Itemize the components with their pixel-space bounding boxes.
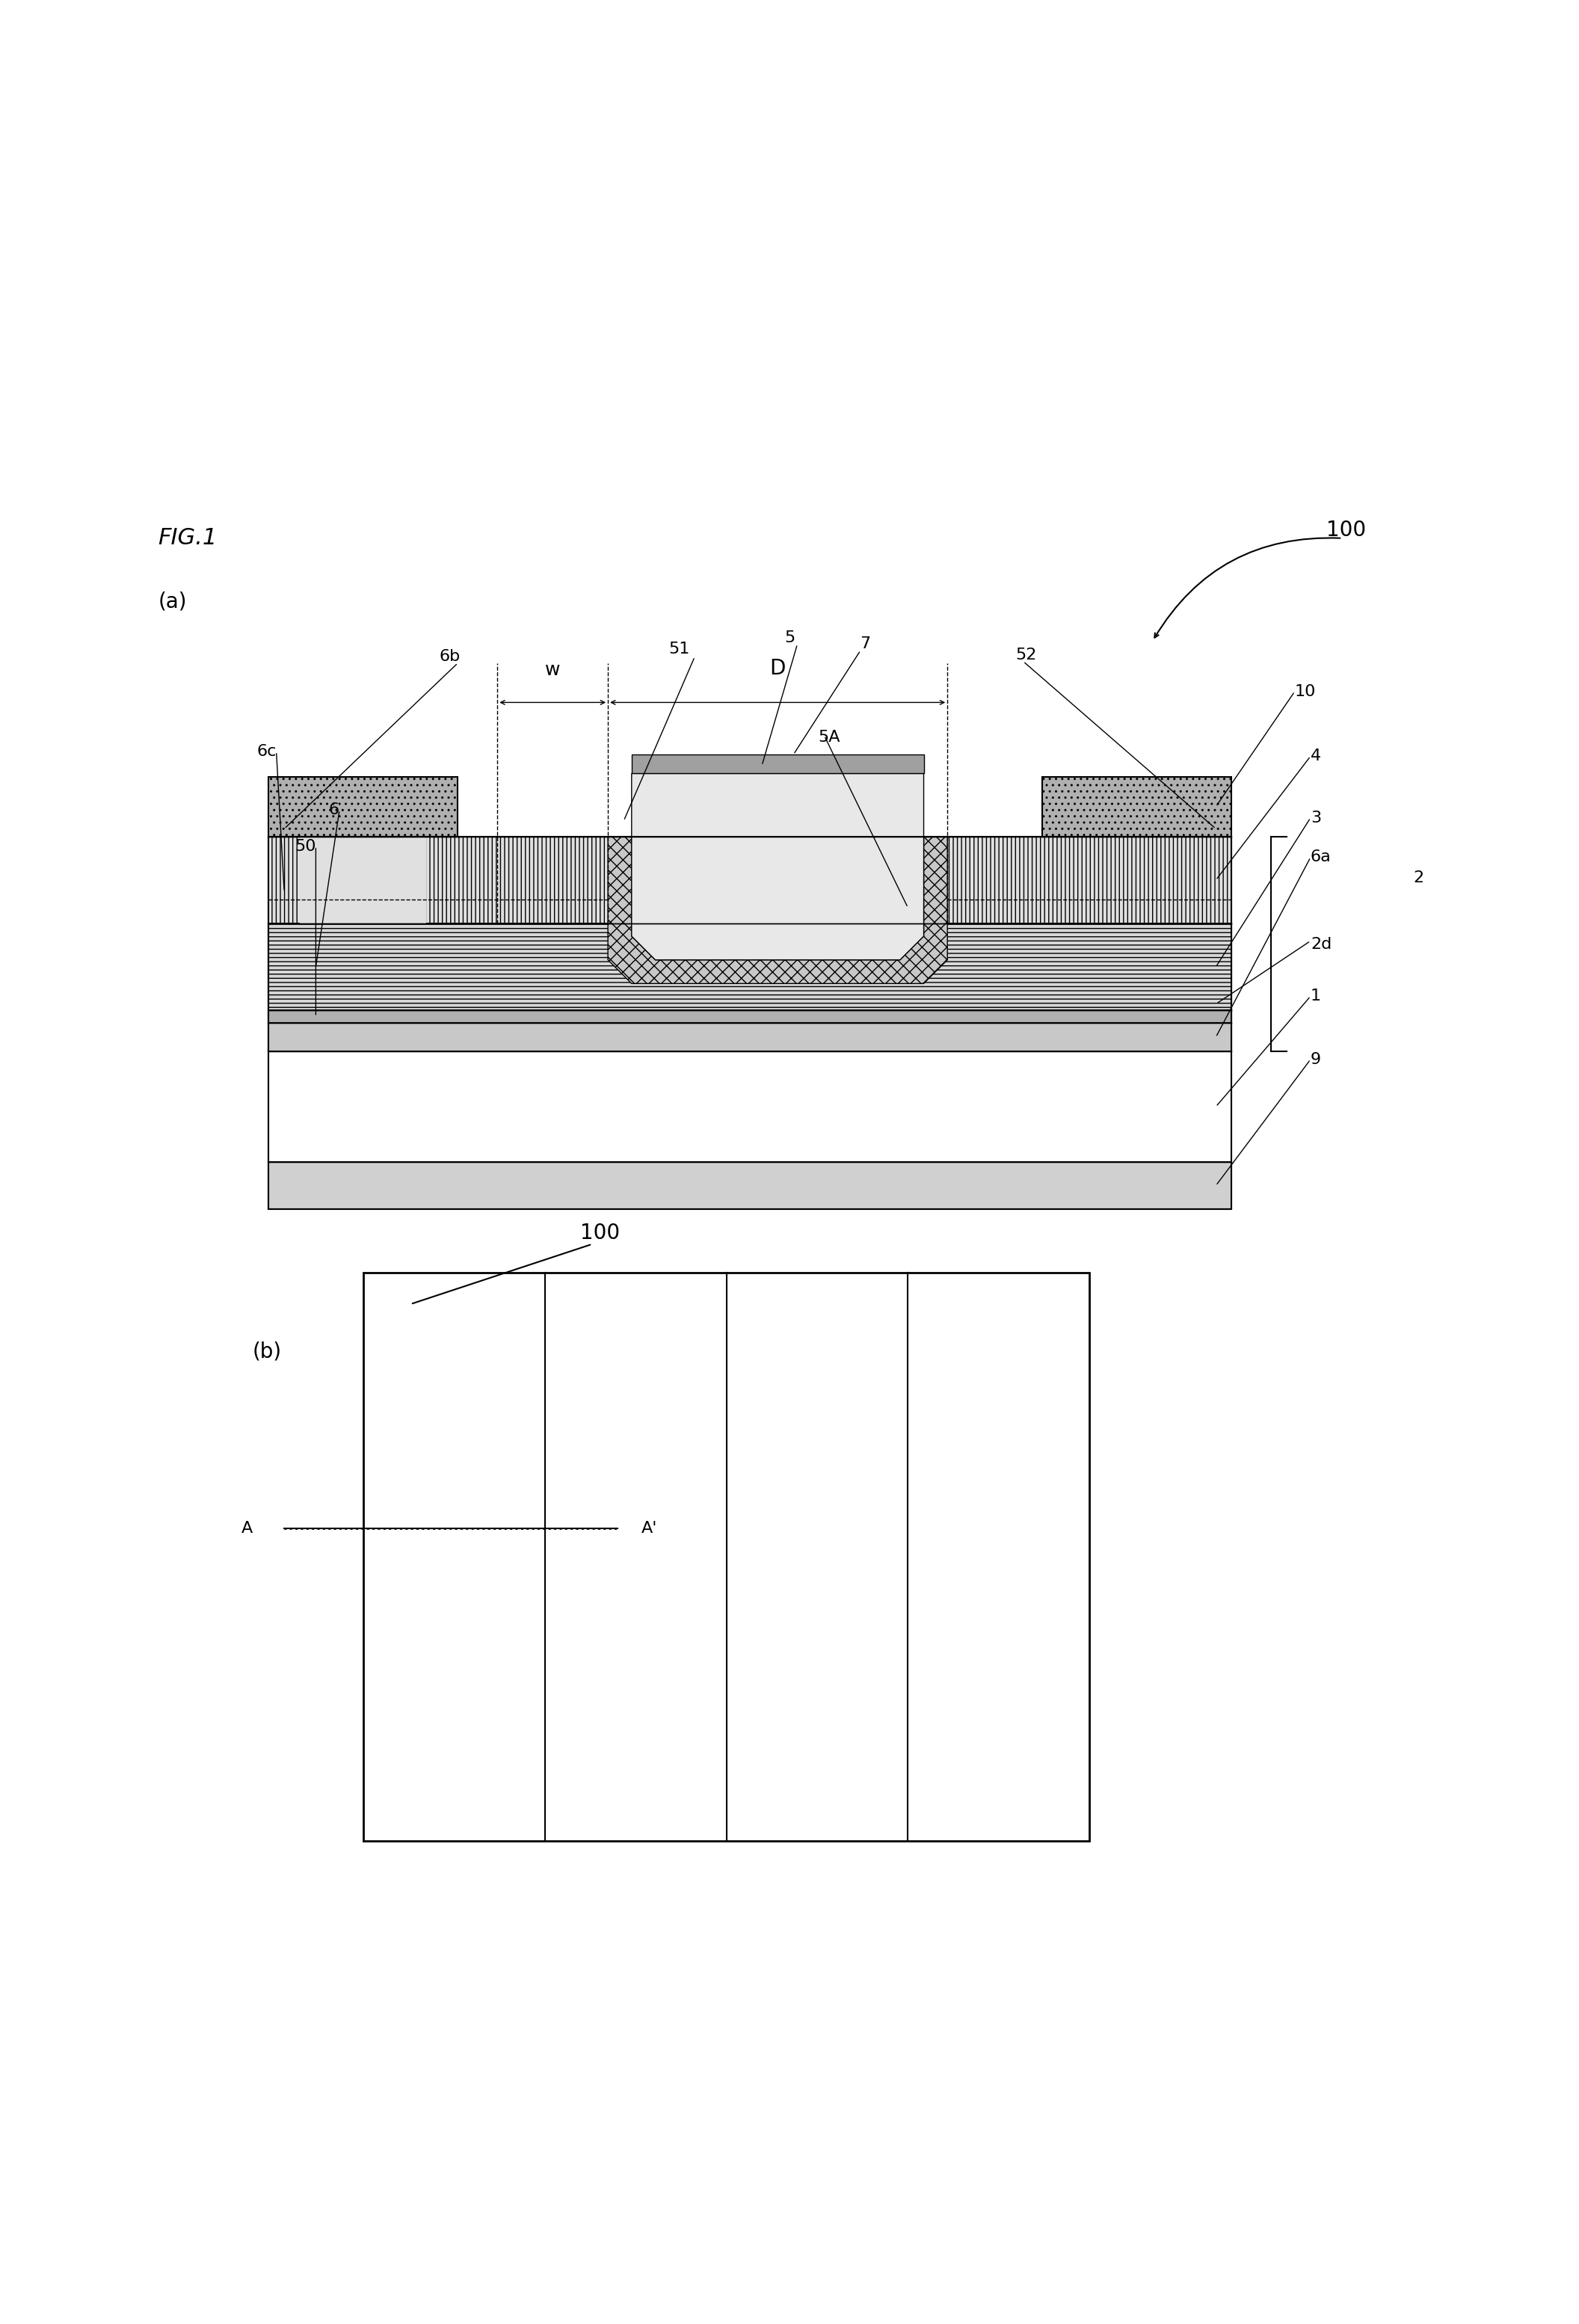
Bar xyxy=(268,776,458,837)
Polygon shape xyxy=(632,774,924,960)
Text: D: D xyxy=(769,658,786,679)
Text: A': A' xyxy=(641,1520,657,1536)
Text: 6b: 6b xyxy=(439,648,461,665)
Text: 2: 2 xyxy=(1413,869,1424,885)
Bar xyxy=(300,837,426,923)
Polygon shape xyxy=(608,837,947,983)
Bar xyxy=(268,1162,1232,1208)
Text: 3: 3 xyxy=(1311,811,1322,825)
Bar xyxy=(268,837,1232,923)
Text: FIG.1: FIG.1 xyxy=(158,528,218,548)
Text: 2d: 2d xyxy=(1311,937,1331,951)
Text: (a): (a) xyxy=(158,590,186,611)
Text: 5: 5 xyxy=(785,630,794,646)
Bar xyxy=(268,923,1232,1050)
Text: 1: 1 xyxy=(1311,988,1322,1004)
Bar xyxy=(268,1050,1232,1162)
Bar xyxy=(363,1274,1090,1841)
Text: 100: 100 xyxy=(1326,521,1366,541)
Text: A: A xyxy=(242,1520,253,1536)
Text: (b): (b) xyxy=(253,1341,283,1362)
Text: 6c: 6c xyxy=(257,744,276,760)
Text: 6: 6 xyxy=(328,802,339,818)
Text: 7: 7 xyxy=(861,637,870,651)
Text: 6a: 6a xyxy=(1311,851,1331,865)
Bar xyxy=(268,1023,1232,1050)
Bar xyxy=(268,923,1232,1011)
Polygon shape xyxy=(608,837,947,983)
Text: 5A: 5A xyxy=(818,730,840,744)
Bar xyxy=(632,755,924,774)
Text: 4: 4 xyxy=(1311,748,1322,765)
Text: w: w xyxy=(545,660,561,679)
Bar xyxy=(268,837,1232,1208)
Text: 9: 9 xyxy=(1311,1053,1322,1067)
Text: 50: 50 xyxy=(295,839,316,853)
Bar xyxy=(268,1011,1232,1023)
Text: 51: 51 xyxy=(668,641,690,655)
Text: 10: 10 xyxy=(1295,683,1315,700)
Text: 100: 100 xyxy=(579,1222,621,1243)
Text: 52: 52 xyxy=(1015,648,1037,662)
Bar xyxy=(1042,776,1232,837)
